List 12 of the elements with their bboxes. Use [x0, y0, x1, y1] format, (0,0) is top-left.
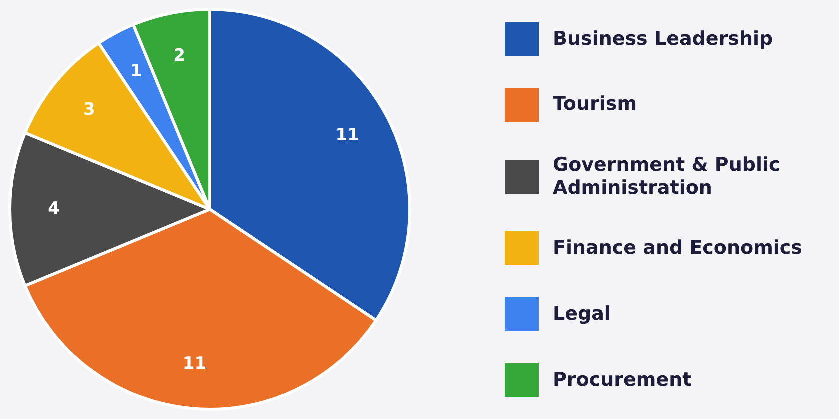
legend-label: Government & Public Administration [553, 154, 782, 200]
data-label: 4 [48, 198, 60, 219]
legend-label: Procurement [553, 368, 692, 392]
data-label: 3 [83, 100, 96, 120]
data-label: 2 [174, 46, 186, 66]
legend-label: Legal [553, 302, 611, 326]
legend-label: Business Leadership [553, 28, 774, 50]
legend-label: Finance and Economics [553, 236, 802, 260]
data-label: 1 [130, 61, 142, 82]
data-label: 11 [336, 125, 360, 146]
legend-label: Tourism [553, 93, 638, 116]
data-label: 11 [182, 354, 207, 374]
